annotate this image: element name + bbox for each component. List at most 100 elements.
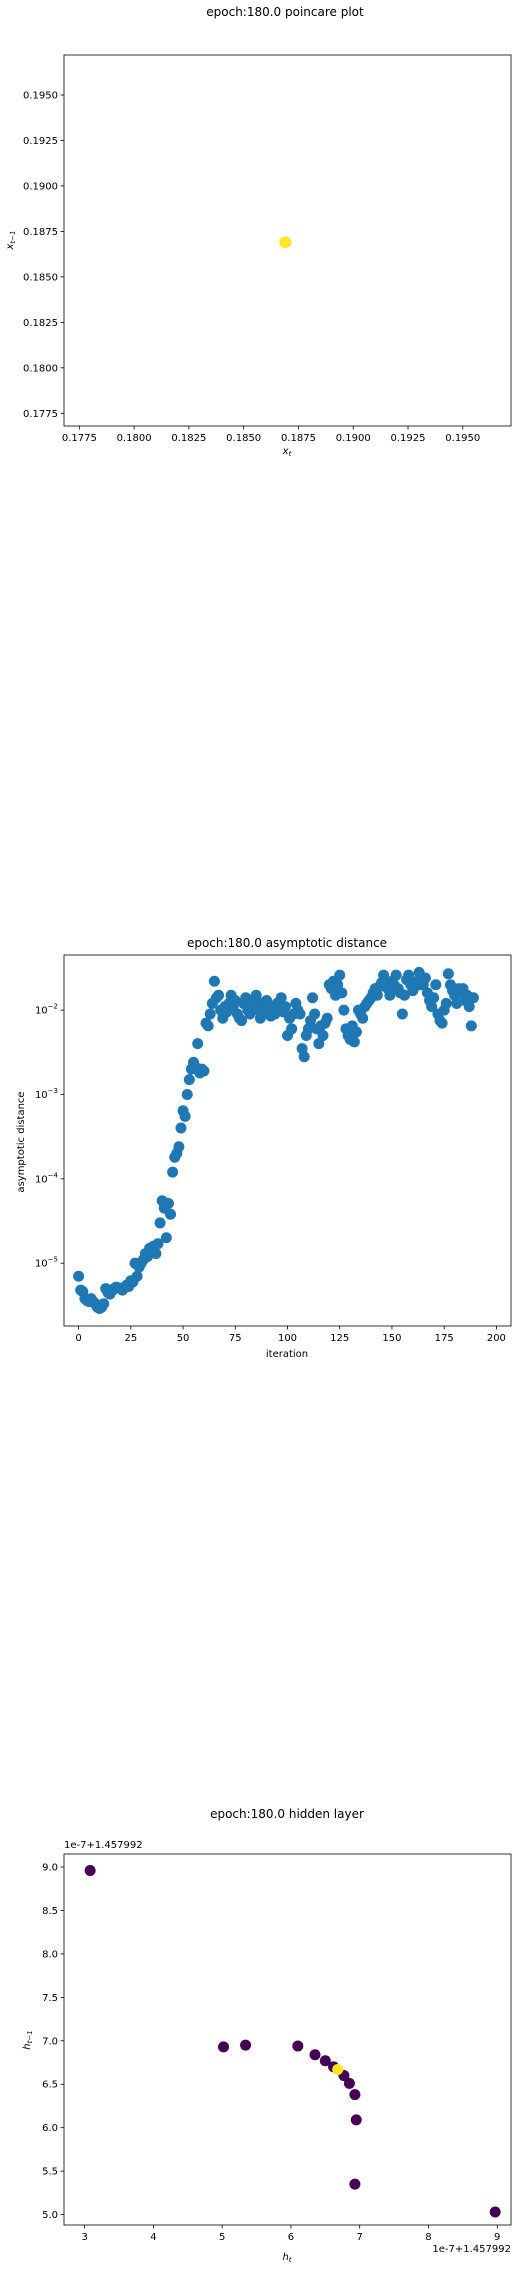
data-point — [319, 2055, 331, 2067]
data-point — [451, 997, 463, 1009]
x-tick-label: 25 — [124, 1333, 137, 1344]
data-point — [218, 2041, 230, 2053]
y-axis-label: ht−1 — [22, 2030, 34, 2049]
data-point — [419, 972, 431, 984]
x-tick-label: 7 — [357, 2232, 363, 2243]
x-axis-label: xt — [282, 446, 292, 458]
y-tick-label: 9.0 — [42, 1863, 58, 1874]
data-point — [294, 1008, 306, 1020]
y-tick-label: 6.5 — [42, 2080, 58, 2091]
data-point — [307, 992, 319, 1004]
data-point — [357, 1012, 369, 1024]
y-tick-label: 7.0 — [42, 2036, 58, 2047]
data-point — [198, 1065, 210, 1077]
data-point — [378, 969, 390, 981]
y-tick-label: 0.1950 — [23, 91, 58, 102]
data-point — [73, 1270, 85, 1282]
data-point — [467, 992, 479, 1004]
y-tick-label: 0.1800 — [23, 363, 58, 374]
data-point — [175, 1122, 187, 1134]
chart-title: epoch:180.0 poincare plot — [206, 5, 364, 19]
data-point — [465, 1020, 477, 1032]
data-point — [403, 969, 415, 981]
poincare-chart: epoch:180.0 poincare plot 0.1775 0.1800 0.… — [5, 5, 512, 458]
data-point — [98, 1298, 110, 1310]
y-tick-label: 10−4 — [35, 1171, 59, 1185]
data-point — [349, 2178, 361, 2190]
data-point — [396, 1008, 408, 1020]
x-tick-label: 0.1775 — [62, 433, 97, 444]
x-axis-label: iteration — [266, 1349, 308, 1360]
asymptotic-distance-chart: epoch:180.0 asymptotic distance 0 25 50 75 1… — [16, 936, 512, 1360]
data-point — [428, 992, 440, 1004]
data-point — [152, 1238, 164, 1250]
y-axis-label: asymptotic distance — [16, 1091, 27, 1192]
y-tick-label: 0.1925 — [23, 136, 58, 147]
data-point — [202, 1020, 214, 1032]
data-point — [398, 989, 410, 1001]
data-point — [292, 2040, 304, 2052]
y-tick-label: 8.0 — [42, 1949, 58, 1960]
y-tick-label: 0.1850 — [23, 272, 58, 283]
data-point — [173, 1141, 185, 1153]
data-point — [213, 989, 225, 1001]
data-point — [154, 1217, 166, 1229]
y-tick-label: 8.5 — [42, 1906, 58, 1917]
data-point — [334, 969, 346, 981]
plot-frame — [63, 54, 512, 427]
y-tick-label: 0.1825 — [23, 318, 58, 329]
highlight-point — [332, 2063, 344, 2075]
data-point — [179, 1110, 191, 1122]
x-tick-label: 75 — [229, 1333, 242, 1344]
chart-title: epoch:180.0 asymptotic distance — [187, 936, 387, 950]
data-point — [84, 1865, 96, 1877]
x-tick-label: 50 — [177, 1333, 190, 1344]
x-axis-label: ht — [282, 2252, 291, 2264]
data-point — [279, 236, 292, 249]
x-tick-label: 0.1875 — [281, 433, 316, 444]
x-tick-label: 200 — [487, 1333, 506, 1344]
y-tick-label: 0.1875 — [23, 227, 58, 238]
x-tick-label: 0.1850 — [226, 433, 261, 444]
x-tick-label: 3 — [81, 2232, 87, 2243]
data-point — [240, 2039, 252, 2051]
x-tick-label: 9 — [494, 2232, 500, 2243]
y-tick-label: 7.5 — [42, 1993, 58, 2004]
data-point — [350, 1026, 362, 1038]
data-point — [371, 989, 383, 1001]
data-point — [390, 969, 402, 981]
data-point — [150, 1248, 162, 1260]
data-point — [236, 1015, 248, 1027]
y-axis-label: xt−1 — [5, 231, 17, 251]
data-point — [208, 975, 220, 987]
y-offset-text: 1e-7+1.457992 — [64, 1840, 143, 1851]
data-point — [275, 992, 287, 1004]
x-tick-label: 0.1800 — [117, 433, 152, 444]
data-point — [192, 1038, 204, 1050]
y-tick-label: 10−3 — [35, 1087, 58, 1101]
data-point — [430, 979, 442, 991]
data-point — [384, 989, 396, 1001]
hidden-layer-chart: epoch:180.0 hidden layer 1e-7+1.457992 3… — [22, 1807, 512, 2264]
x-tick-label: 8 — [425, 2232, 431, 2243]
x-tick-label: 0.1925 — [391, 433, 426, 444]
data-point — [343, 2077, 355, 2089]
data-point — [250, 989, 262, 1001]
x-tick-label: 0.1950 — [445, 433, 480, 444]
y-tick-label: 0.1900 — [23, 181, 58, 192]
plot-frame — [63, 1853, 512, 2226]
x-tick-label: 0.1825 — [171, 433, 206, 444]
data-point — [131, 1270, 143, 1282]
x-offset-text: 1e-7+1.457992 — [432, 2244, 511, 2255]
data-point — [286, 1023, 298, 1035]
x-tick-label: 175 — [435, 1333, 454, 1344]
x-tick-label: 4 — [150, 2232, 156, 2243]
data-point — [165, 1208, 177, 1220]
data-point — [489, 2206, 501, 2218]
data-point — [298, 1051, 310, 1063]
data-point — [204, 1008, 216, 1020]
data-point — [181, 1088, 193, 1100]
y-tick-label: 10−5 — [35, 1256, 58, 1270]
data-point — [463, 1001, 475, 1013]
